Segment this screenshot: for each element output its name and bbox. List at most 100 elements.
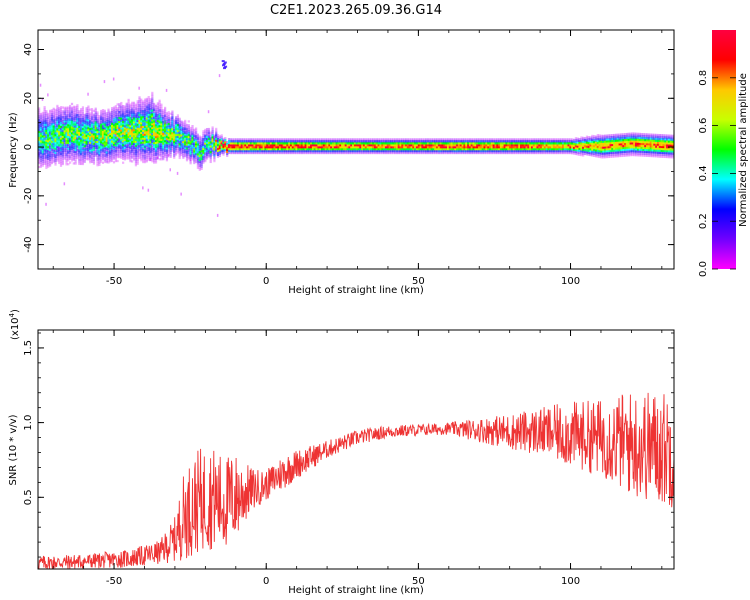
heatmap-cell bbox=[655, 155, 658, 158]
heatmap-cell bbox=[300, 142, 304, 145]
heatmap-cell bbox=[151, 128, 154, 132]
heatmap-cell bbox=[419, 140, 422, 143]
heatmap-cell bbox=[70, 159, 74, 162]
heatmap-cell bbox=[218, 145, 222, 148]
heatmap-cell bbox=[127, 98, 130, 102]
heatmap-cell bbox=[461, 150, 464, 153]
heatmap-cell bbox=[605, 144, 609, 147]
heatmap-cell bbox=[125, 149, 128, 152]
heatmap-cell bbox=[147, 150, 150, 153]
heatmap-cell bbox=[149, 135, 152, 138]
heatmap-cell bbox=[589, 140, 592, 143]
heatmap-cell bbox=[609, 136, 612, 139]
heatmap-cell bbox=[176, 114, 180, 117]
heatmap-cell bbox=[90, 154, 94, 158]
heatmap-cell bbox=[74, 119, 77, 122]
heatmap-cell bbox=[392, 142, 395, 145]
heatmap-cell bbox=[158, 142, 161, 145]
heatmap-cell bbox=[512, 142, 515, 145]
heatmap-cell bbox=[666, 152, 669, 155]
heatmap-cell bbox=[39, 124, 43, 127]
heatmap-cell bbox=[328, 146, 331, 149]
heatmap-cell bbox=[596, 135, 599, 139]
heatmap-cell bbox=[169, 126, 172, 129]
heatmap-cell bbox=[565, 150, 568, 153]
heatmap-cell bbox=[129, 117, 132, 120]
heatmap-cell bbox=[355, 140, 358, 143]
heatmap-cell bbox=[45, 139, 48, 142]
heatmap-cell bbox=[176, 131, 180, 135]
heatmap-cell bbox=[496, 144, 499, 147]
heatmap-cell bbox=[81, 125, 85, 129]
heatmap-cell bbox=[560, 150, 563, 153]
heatmap-cell bbox=[96, 117, 99, 120]
heatmap-cell bbox=[103, 131, 106, 134]
heatmap-cell bbox=[529, 148, 532, 151]
heatmap-cell bbox=[368, 142, 371, 145]
heatmap-cell bbox=[158, 99, 161, 102]
heatmap-cell bbox=[70, 145, 74, 148]
heatmap-cell bbox=[426, 144, 430, 147]
heatmap-cell bbox=[567, 138, 570, 141]
snr-x-tick-label: 100 bbox=[561, 576, 580, 587]
heatmap-cell bbox=[625, 144, 629, 147]
heatmap-cell bbox=[123, 142, 127, 145]
heatmap-cell bbox=[222, 137, 225, 141]
heatmap-cell bbox=[151, 138, 154, 141]
heatmap-cell bbox=[54, 149, 57, 152]
heatmap-cell bbox=[300, 146, 304, 149]
heatmap-cell bbox=[310, 146, 313, 149]
heatmap-cell bbox=[297, 140, 300, 143]
heatmap-cell bbox=[39, 155, 43, 159]
heatmap-cell bbox=[200, 140, 203, 143]
heatmap-cell bbox=[543, 144, 547, 147]
heatmap-cell bbox=[162, 132, 165, 135]
heatmap-cell bbox=[410, 150, 413, 153]
heatmap-cell bbox=[332, 148, 335, 151]
heatmap-cell bbox=[242, 151, 245, 155]
heatmap-cell bbox=[134, 134, 138, 138]
heatmap-cell bbox=[264, 140, 267, 143]
heatmap-cell bbox=[122, 147, 125, 151]
heatmap-cell bbox=[67, 151, 70, 154]
heatmap-cell bbox=[213, 160, 216, 163]
heatmap-cell bbox=[463, 148, 466, 151]
heatmap-cell bbox=[450, 144, 453, 147]
heatmap-cell bbox=[109, 134, 112, 138]
heatmap-cell bbox=[609, 153, 612, 156]
heatmap-cell bbox=[397, 142, 400, 145]
heatmap-cell bbox=[485, 144, 488, 147]
heatmap-cell bbox=[198, 153, 201, 156]
heatmap-cell bbox=[631, 151, 634, 155]
heatmap-cell bbox=[602, 142, 605, 145]
heatmap-cell bbox=[100, 113, 103, 117]
heatmap-cell bbox=[195, 139, 198, 142]
heatmap-cell bbox=[116, 124, 119, 128]
heatmap-cell bbox=[227, 143, 231, 147]
heatmap-cell bbox=[342, 140, 346, 143]
heatmap-cell bbox=[87, 92, 89, 96]
heatmap-cell bbox=[602, 148, 605, 151]
heatmap-cell bbox=[169, 118, 172, 121]
heatmap-cell bbox=[425, 148, 428, 151]
heatmap-cell bbox=[246, 150, 249, 153]
heatmap-cell bbox=[523, 148, 526, 151]
heatmap-cell bbox=[403, 150, 406, 153]
heatmap-cell bbox=[631, 148, 634, 151]
heatmap-cell bbox=[151, 103, 154, 106]
heatmap-cell bbox=[421, 138, 424, 141]
heatmap-cell bbox=[293, 150, 296, 153]
heatmap-cell bbox=[640, 154, 643, 157]
heatmap-cell bbox=[551, 146, 554, 149]
heatmap-cell bbox=[607, 140, 610, 143]
heatmap-cell bbox=[448, 144, 452, 147]
heatmap-cell bbox=[651, 149, 654, 152]
heatmap-cell bbox=[164, 132, 167, 135]
heatmap-cell bbox=[74, 146, 77, 150]
heatmap-cell bbox=[379, 142, 382, 145]
heatmap-cell bbox=[302, 144, 305, 147]
heatmap-cell bbox=[311, 142, 315, 145]
heatmap-cell bbox=[125, 112, 128, 115]
heatmap-cell bbox=[136, 100, 139, 103]
heatmap-cell bbox=[202, 134, 205, 137]
